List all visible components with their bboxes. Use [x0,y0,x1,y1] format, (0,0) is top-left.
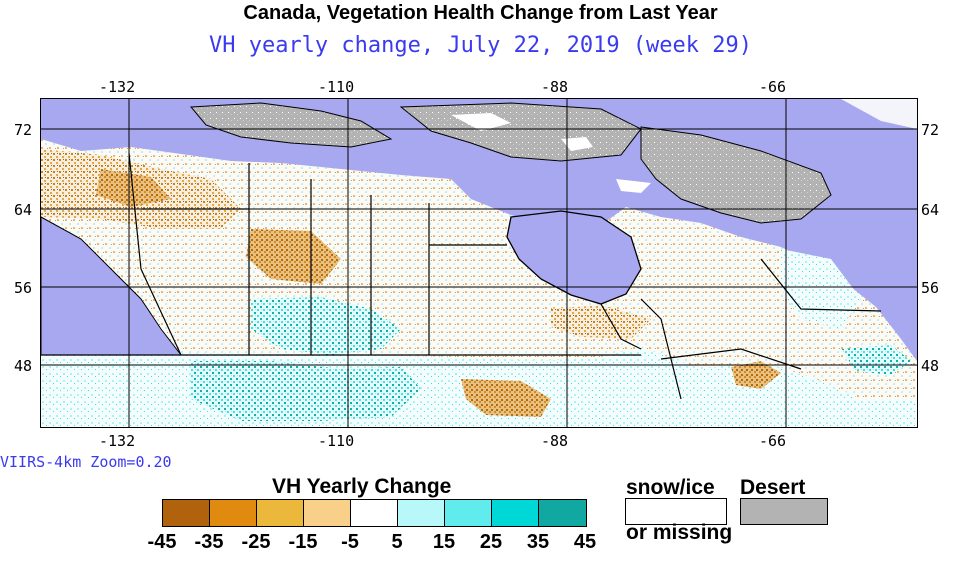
arctic-islands-east [640,126,832,224]
source-label: VIIRS-4km Zoom=0.20 [0,453,172,471]
hudson-bay [506,210,642,305]
legend-swatch-4 [304,500,351,526]
legend-tick-label: -5 [341,531,359,553]
legend-tick-label: -35 [194,531,224,553]
lat-tick-right-4: 48 [921,357,940,375]
legend-color-bar [162,499,587,527]
vegetation-map [40,98,918,428]
veg-decline-yukon [96,169,171,207]
lat-tick-right-1: 72 [921,121,940,139]
page-title: Canada, Vegetation Health Change from La… [243,2,718,24]
lat-tick-left-2: 64 [14,201,33,219]
veg-improve-maritimes [841,345,911,375]
lon-tick-top-1: -132 [99,78,136,96]
snow-patch-1 [451,113,511,131]
lat-tick-left-4: 48 [14,357,33,375]
greenland-edge [841,99,917,129]
legend-swatch-9 [539,500,586,526]
lon-tick-bottom-2: -110 [318,432,355,450]
veg-decline-quebec [731,361,781,389]
legend-swatch-6 [398,500,445,526]
lat-tick-left-1: 72 [14,121,33,139]
legend-swatch-3 [257,500,304,526]
legend-tick-label: 35 [526,531,550,553]
legend-swatch-5 [351,500,398,526]
veg-improve-us-north [191,361,421,421]
legend-tick-label: 5 [391,531,403,553]
legend-tick-label: -25 [241,531,271,553]
veg-decline-greatlakes [461,379,551,417]
page-subtitle: VH yearly change, July 22, 2019 (week 29… [208,33,753,58]
veg-decline-ontario [551,305,651,339]
legend-swatch-7 [445,500,492,526]
snow-legend-label: snow/ice [626,476,715,499]
legend-title: VH Yearly Change [272,475,452,498]
legend-tick-label: -45 [147,531,177,553]
snow-patch-2 [561,137,593,151]
desert-legend-label: Desert [740,476,806,499]
legend-swatch-2 [210,500,257,526]
lon-tick-bottom-4: -66 [759,432,787,450]
snow-legend-swatch [625,498,727,525]
veg-improve-prairies [251,297,401,355]
map-grid [41,99,917,427]
snow-patch-3 [616,179,651,193]
lat-tick-right-3: 56 [921,279,940,297]
arctic-islands-west [189,102,393,148]
legend-tick-label: 45 [573,531,597,553]
missing-legend-label: or missing [626,521,733,544]
lon-tick-top-2: -110 [318,78,355,96]
lon-tick-bottom-3: -88 [541,432,569,450]
veg-decline-alberta [246,229,341,284]
legend-tick-label: -15 [288,531,318,553]
desert-legend-swatch [740,498,828,525]
legend-swatch-1 [163,500,210,526]
lat-tick-left-3: 56 [14,279,33,297]
lon-tick-top-3: -88 [541,78,569,96]
legend-tick-label: 15 [432,531,456,553]
lon-tick-bottom-1: -132 [99,432,136,450]
legend-tick-label: 25 [479,531,503,553]
lon-tick-top-4: -66 [759,78,787,96]
lat-tick-right-2: 64 [921,201,940,219]
legend-swatch-8 [492,500,539,526]
